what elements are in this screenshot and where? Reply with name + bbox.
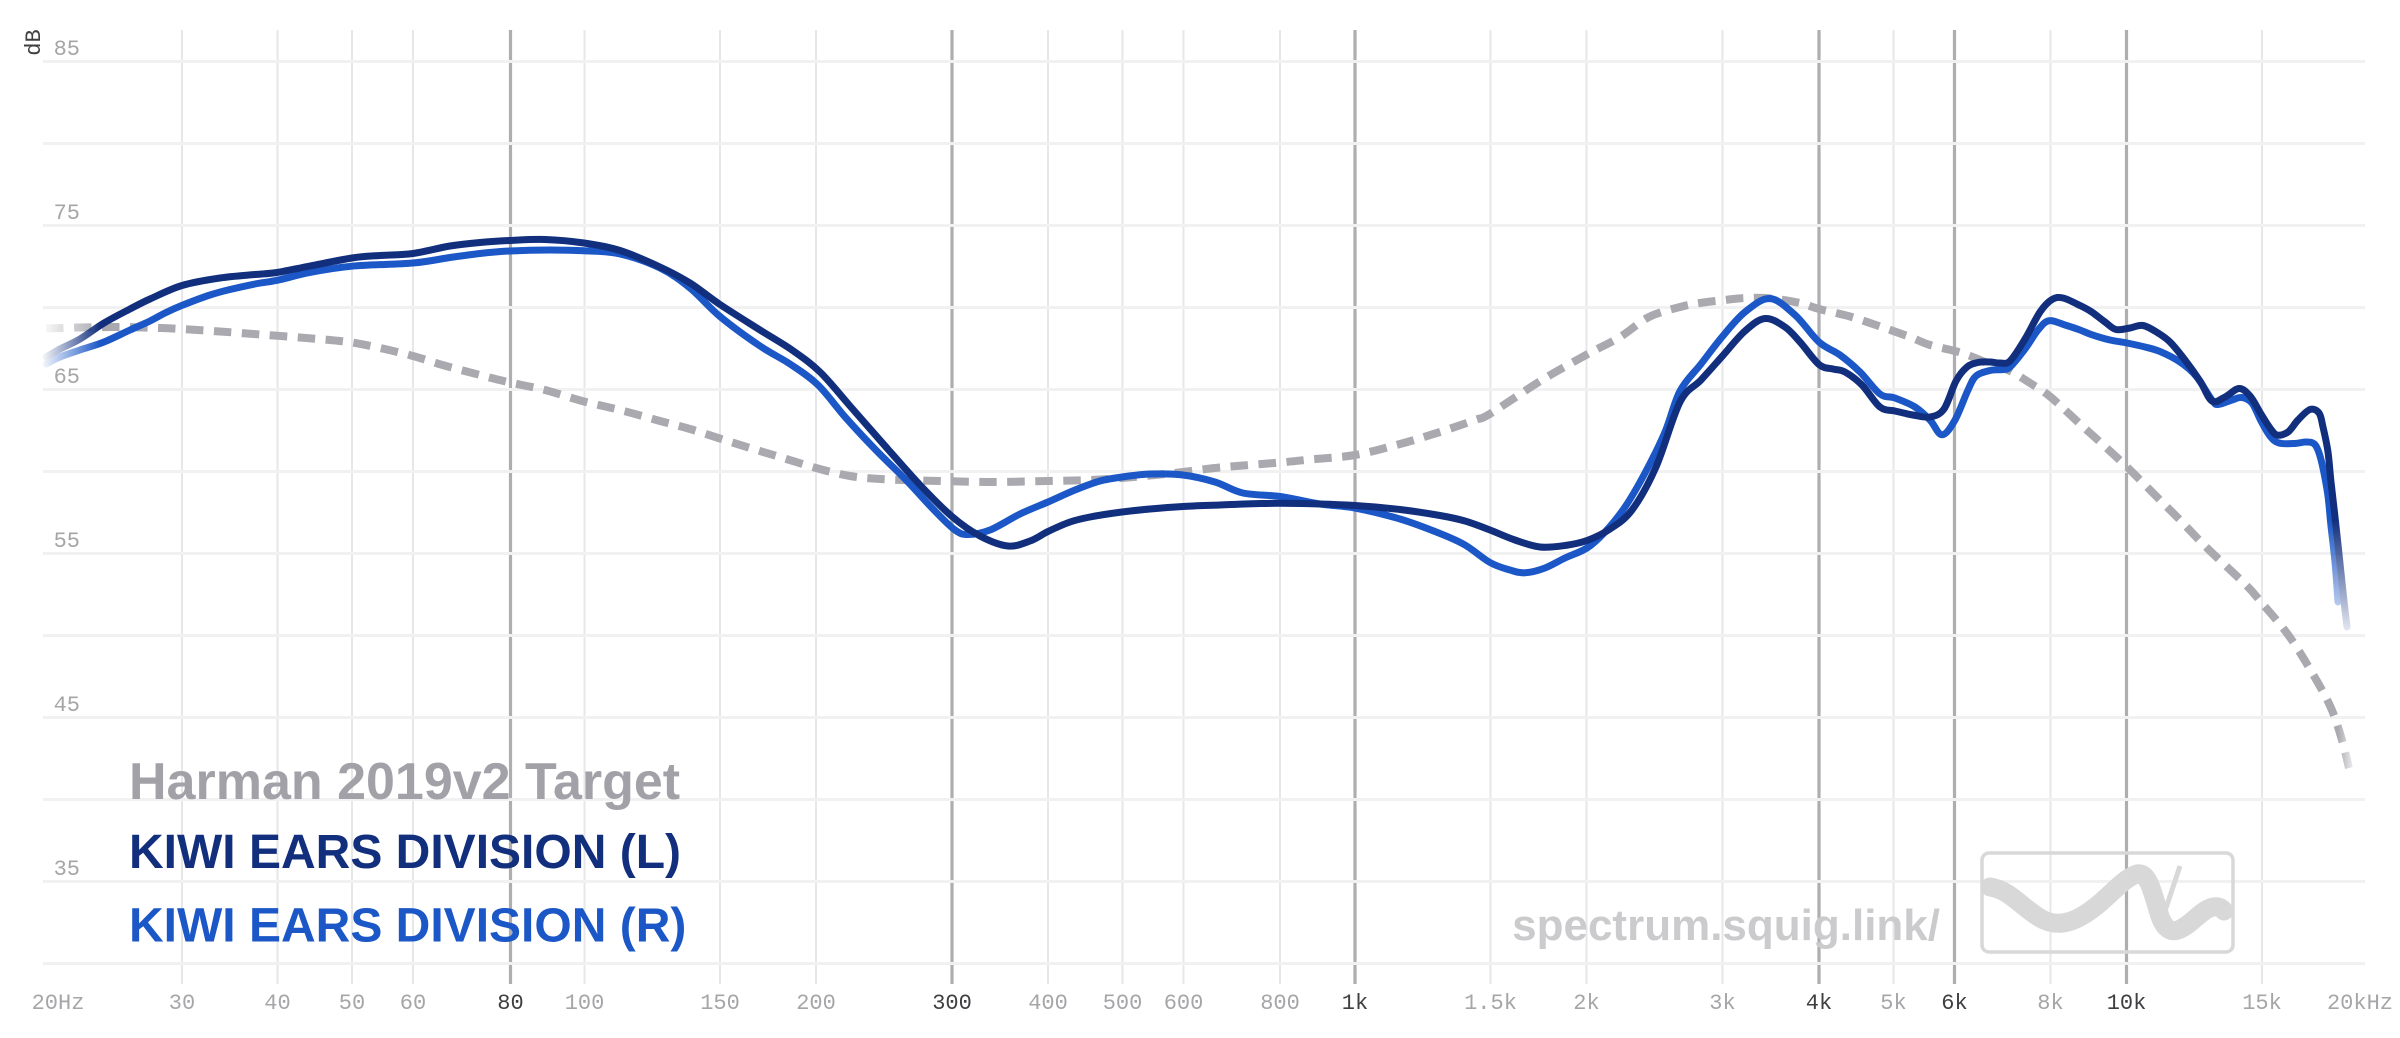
svg-text:800: 800: [1260, 991, 1300, 1016]
svg-text:1.5k: 1.5k: [1464, 991, 1517, 1016]
svg-text:100: 100: [565, 991, 605, 1016]
svg-text:50: 50: [339, 991, 365, 1016]
svg-text:8k: 8k: [2037, 991, 2063, 1016]
svg-text:dB: dB: [22, 29, 47, 55]
svg-text:spectrum.squig.link/: spectrum.squig.link/: [1512, 901, 1940, 950]
svg-text:150: 150: [700, 991, 740, 1016]
svg-text:75: 75: [54, 201, 80, 226]
svg-text:30: 30: [169, 991, 195, 1016]
svg-text:60: 60: [400, 991, 426, 1016]
svg-text:45: 45: [54, 693, 80, 718]
svg-text:5k: 5k: [1880, 991, 1906, 1016]
svg-text:40: 40: [264, 991, 290, 1016]
svg-text:20kHz: 20kHz: [2327, 991, 2393, 1016]
svg-text:20Hz: 20Hz: [32, 991, 85, 1016]
svg-text:400: 400: [1028, 991, 1068, 1016]
svg-text:KIWI EARS DIVISION (L): KIWI EARS DIVISION (L): [129, 826, 681, 879]
svg-text:Harman 2019v2 Target: Harman 2019v2 Target: [129, 753, 680, 811]
svg-text:35: 35: [54, 857, 80, 882]
svg-text:4k: 4k: [1806, 991, 1832, 1016]
svg-text:80: 80: [497, 991, 523, 1016]
svg-text:300: 300: [932, 991, 972, 1016]
svg-text:3k: 3k: [1709, 991, 1735, 1016]
svg-text:KIWI EARS DIVISION (R): KIWI EARS DIVISION (R): [129, 900, 686, 953]
svg-text:15k: 15k: [2242, 991, 2282, 1016]
svg-text:10k: 10k: [2107, 991, 2147, 1016]
svg-text:85: 85: [54, 37, 80, 62]
svg-text:6k: 6k: [1941, 991, 1967, 1016]
svg-text:1k: 1k: [1342, 991, 1368, 1016]
svg-text:600: 600: [1164, 991, 1204, 1016]
svg-text:55: 55: [54, 529, 80, 554]
svg-text:500: 500: [1103, 991, 1143, 1016]
svg-text:65: 65: [54, 365, 80, 390]
svg-text:200: 200: [796, 991, 836, 1016]
svg-text:2k: 2k: [1573, 991, 1599, 1016]
